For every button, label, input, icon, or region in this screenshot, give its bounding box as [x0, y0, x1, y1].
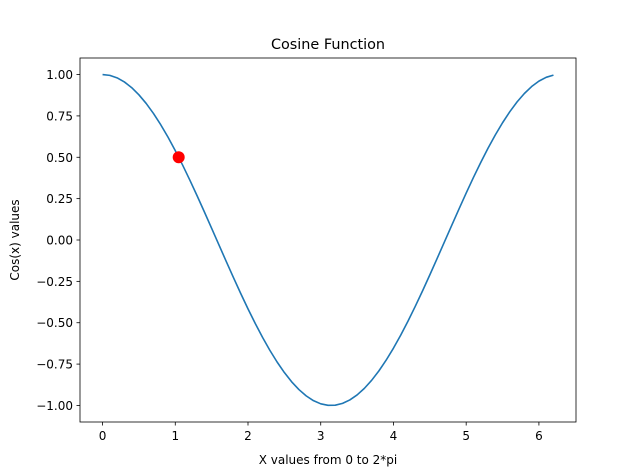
- plot-frame: [79, 57, 577, 423]
- x-tick-label: 2: [244, 429, 252, 443]
- y-axis-label: Cos(x) values: [8, 199, 22, 280]
- y-axis-ticks: 1.00 0.75 0.50 0.25 0.00 −0.25 −0.50 −0.75 −1.00: [36, 68, 80, 413]
- cosine-series-line: [102, 73, 554, 407]
- y-tick-label: −0.25: [36, 275, 73, 289]
- highlight-point: [172, 151, 185, 164]
- x-tick-label: 4: [390, 429, 398, 443]
- x-tick-label: 5: [462, 429, 470, 443]
- y-tick-label: −1.00: [36, 399, 73, 413]
- y-tick-label: 1.00: [46, 68, 73, 82]
- x-tick-label: 1: [171, 429, 179, 443]
- y-tick-label: 0.00: [46, 234, 73, 248]
- x-tick-label: 0: [99, 429, 107, 443]
- y-tick-label: −0.50: [36, 316, 73, 330]
- y-tick-label: 0.75: [46, 109, 73, 123]
- y-tick-label: −0.75: [36, 358, 73, 372]
- x-tick-label: 3: [317, 429, 325, 443]
- x-axis-ticks: 0 1 2 3 4 5 6: [99, 422, 543, 443]
- x-axis-label: X values from 0 to 2*pi: [259, 453, 398, 467]
- plot-area: [79, 57, 577, 423]
- chart-title: Cosine Function: [271, 37, 385, 53]
- y-tick-label: 0.50: [46, 151, 73, 165]
- y-tick-label: 0.25: [46, 192, 73, 206]
- x-tick-label: 6: [535, 429, 543, 443]
